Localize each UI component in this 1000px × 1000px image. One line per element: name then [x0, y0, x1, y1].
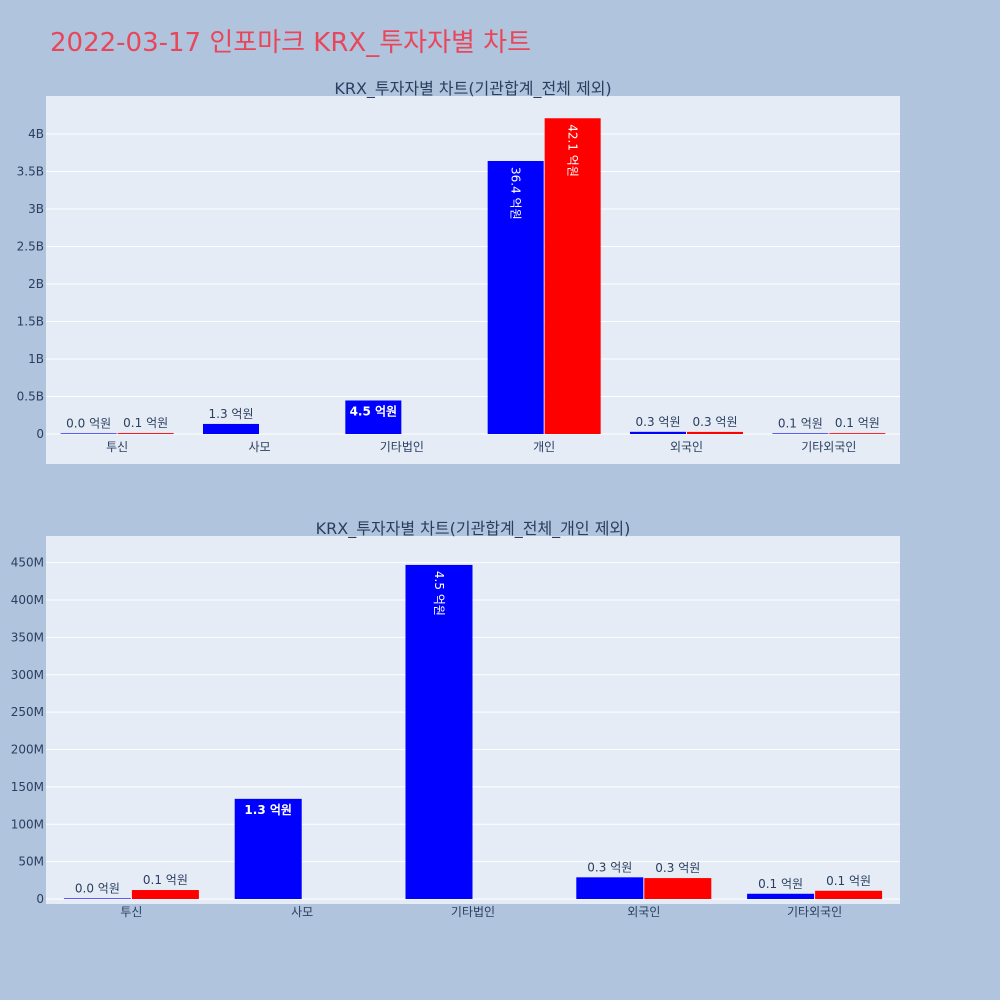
bar — [345, 400, 402, 434]
chart-title: KRX_투자자별 차트(기관합계_전체_개인 제외) — [316, 519, 631, 539]
x-tick-label: 외국인 — [670, 440, 703, 454]
plot-area — [46, 536, 900, 904]
bar — [576, 877, 644, 899]
y-tick-label: 0.5B — [17, 390, 44, 404]
y-tick-label: 150M — [11, 780, 44, 794]
x-tick-label: 사모 — [291, 905, 313, 919]
x-tick-label: 기타법인 — [451, 905, 495, 919]
bar — [747, 893, 815, 899]
y-tick-label: 0 — [36, 427, 44, 441]
bar-value-label: 0.0 억원 — [75, 881, 120, 895]
bar-value-label: 4.5 억원 — [432, 571, 446, 616]
bar — [63, 898, 131, 899]
investor-chart-all: 0 0.5B 1B 1.5B 2B 2.5B 3B 3.5B 4B KRX_투자자별 차트(기관합… — [17, 79, 900, 464]
x-tick-label: 기타외국인 — [801, 440, 856, 454]
y-tick-label: 3.5B — [17, 165, 44, 179]
y-tick-label: 1B — [28, 352, 44, 366]
bar — [487, 161, 544, 434]
y-tick-label: 2.5B — [17, 240, 44, 254]
bar — [772, 433, 829, 434]
x-tick-label: 기타법인 — [380, 440, 424, 454]
investor-chart-excluding-individual: 0 50M 100M 150M 200M 250M 300M 350M 400M 450M KRX_… — [11, 519, 900, 919]
bar-value-label: 36.4 억원 — [509, 167, 523, 220]
y-tick-label: 250M — [11, 705, 44, 719]
y-tick-label: 350M — [11, 630, 44, 644]
x-tick-label: 투신 — [106, 440, 128, 454]
bar — [405, 564, 473, 899]
bar — [829, 433, 886, 434]
plot-area — [46, 96, 900, 464]
bar-value-label: 42.1 억원 — [566, 124, 580, 177]
bar-value-label: 0.3 억원 — [693, 415, 738, 429]
bar — [117, 433, 174, 434]
bar — [234, 798, 302, 899]
bar — [60, 433, 117, 434]
y-tick-label: 1.5B — [17, 315, 44, 329]
bar — [131, 890, 199, 899]
y-tick-label: 300M — [11, 668, 44, 682]
y-tick-label: 450M — [11, 556, 44, 570]
y-tick-label: 200M — [11, 743, 44, 757]
bar-value-label: 0.3 억원 — [636, 415, 681, 429]
bar-value-label: 0.1 억원 — [826, 874, 871, 888]
y-tick-label: 100M — [11, 817, 44, 831]
y-tick-label: 400M — [11, 593, 44, 607]
y-tick-label: 50M — [18, 855, 44, 869]
bar — [630, 431, 686, 434]
y-tick-label: 4B — [28, 127, 44, 141]
bar-value-label: 0.1 억원 — [778, 416, 823, 430]
bar-value-label: 0.3 억원 — [655, 861, 700, 875]
bar-value-label: 4.5 억원 — [350, 404, 398, 418]
x-tick-label: 외국인 — [627, 905, 660, 919]
bar-value-label: 0.1 억원 — [758, 877, 803, 891]
bar — [544, 118, 601, 434]
bar — [687, 431, 743, 434]
bar-value-label: 0.0 억원 — [66, 416, 111, 430]
bar-value-label: 0.1 억원 — [123, 416, 168, 430]
y-tick-label: 3B — [28, 202, 44, 216]
bar-value-label: 0.1 억원 — [143, 873, 188, 887]
bar-value-label: 0.1 억원 — [835, 416, 880, 430]
bar — [815, 890, 883, 899]
bar — [644, 878, 712, 899]
x-tick-label: 기타외국인 — [787, 905, 842, 919]
page-title: 2022-03-17 인포마크 KRX_투자자별 차트 — [50, 28, 532, 58]
bar-value-label: 1.3 억원 — [209, 407, 254, 421]
y-tick-label: 2B — [28, 277, 44, 291]
bar-value-label: 1.3 억원 — [244, 803, 292, 817]
chart-title: KRX_투자자별 차트(기관합계_전체 제외) — [334, 79, 611, 99]
x-tick-label: 투신 — [120, 905, 142, 919]
bar-value-label: 0.3 억원 — [587, 860, 632, 874]
x-tick-label: 개인 — [533, 440, 555, 454]
y-tick-label: 0 — [36, 892, 44, 906]
bar — [203, 423, 259, 434]
x-tick-label: 사모 — [248, 440, 270, 454]
